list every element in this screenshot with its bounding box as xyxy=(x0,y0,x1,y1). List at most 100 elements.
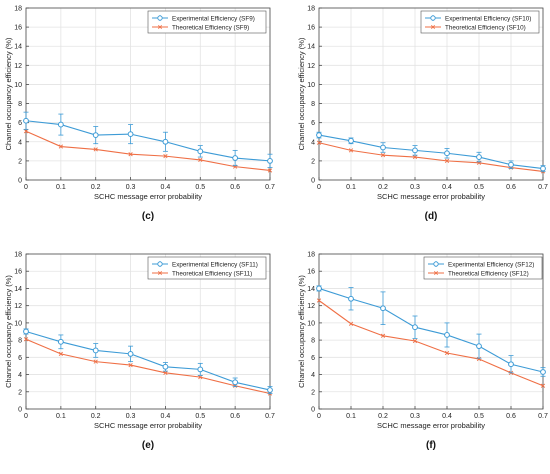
y-tick-label: 2 xyxy=(18,389,22,396)
y-tick-label: 14 xyxy=(307,44,315,51)
legend-label-experimental: Experimental Efficiency (SF9) xyxy=(172,15,255,22)
y-tick-label: 16 xyxy=(14,269,22,276)
y-tick-label: 0 xyxy=(311,407,315,414)
data-point-experimental xyxy=(412,147,418,154)
y-tick-label: 18 xyxy=(307,252,315,259)
series-line-theoretical xyxy=(318,300,544,387)
point-mark xyxy=(348,148,354,153)
data-point-theoretical xyxy=(198,375,203,380)
x-tick-label: 0.2 xyxy=(91,184,101,191)
plot-area xyxy=(319,8,543,180)
y-tick-label: 6 xyxy=(18,355,22,362)
data-point-experimental xyxy=(444,332,450,338)
legend-marker-theoretical xyxy=(434,271,438,275)
y-tick-label: 12 xyxy=(14,63,22,70)
y-tick-label: 0 xyxy=(18,178,22,185)
series-experimental xyxy=(23,111,273,168)
y-tick-label: 12 xyxy=(307,303,315,310)
y-tick-label: 4 xyxy=(18,372,22,379)
y-tick-label: 14 xyxy=(14,286,22,293)
x-tick-label: 0.7 xyxy=(265,184,275,191)
y-axis-label: Channel occupancy efficiency (%) xyxy=(4,275,13,388)
y-tick-label: 10 xyxy=(307,82,315,89)
x-tick-label: 0.3 xyxy=(126,184,136,191)
x-tick-label: 0.5 xyxy=(474,413,484,420)
data-point-theoretical xyxy=(348,148,354,153)
data-point-theoretical xyxy=(380,153,386,158)
x-tick-label: 0 xyxy=(317,413,321,420)
legend-marker-theoretical xyxy=(158,25,162,29)
y-tick-label: 8 xyxy=(311,101,315,108)
legend: Experimental Efficiency (SF9) Theoretical… xyxy=(147,10,267,34)
point-mark xyxy=(412,154,418,160)
chart-panel-1: 0 0.1 0.2 0.3 0.4 0.5 0.6 0.7 0 2 4 6 8 10 12 14 16 18 SCH… xyxy=(297,6,548,223)
data-point-theoretical xyxy=(198,157,203,163)
y-tick-label: 18 xyxy=(14,252,22,259)
axis-frame xyxy=(318,253,544,410)
data-point-experimental xyxy=(316,132,322,138)
data-point-theoretical xyxy=(23,129,29,134)
data-point-theoretical xyxy=(316,298,322,303)
x-tick-label: 0.7 xyxy=(538,413,548,420)
point-mark xyxy=(58,351,63,357)
point-mark xyxy=(93,147,98,152)
legend-label-experimental: Experimental Efficiency (SF11) xyxy=(172,261,258,268)
y-tick-label: 8 xyxy=(18,338,22,345)
data-point-theoretical xyxy=(540,383,546,388)
point-mark xyxy=(198,375,203,380)
y-tick-label: 10 xyxy=(14,320,22,327)
data-point-theoretical xyxy=(128,362,133,368)
data-point-experimental xyxy=(57,121,64,128)
data-point-theoretical xyxy=(23,337,29,342)
data-point-theoretical xyxy=(412,154,418,160)
data-point-theoretical xyxy=(267,168,273,173)
y-tick-label: 6 xyxy=(311,120,315,127)
y-tick-label: 0 xyxy=(18,407,22,414)
point-mark xyxy=(316,140,322,145)
point-mark xyxy=(93,359,98,364)
x-tick-label: 0.7 xyxy=(265,413,275,420)
panel-label: (d) xyxy=(425,211,438,222)
x-axis-label: SCHC message error probability xyxy=(94,192,202,201)
y-tick-label: 14 xyxy=(307,286,315,293)
data-point-experimental xyxy=(23,328,29,335)
data-point-theoretical xyxy=(163,370,168,375)
x-tick-label: 0.4 xyxy=(442,413,452,420)
data-point-theoretical xyxy=(348,321,354,326)
y-tick-label: 4 xyxy=(311,139,315,146)
data-point-theoretical xyxy=(163,153,168,159)
x-axis-label: SCHC message error probability xyxy=(377,421,485,430)
data-point-experimental xyxy=(412,324,418,331)
x-tick-label: 0.6 xyxy=(506,184,516,191)
y-tick-label: 2 xyxy=(311,158,315,165)
point-mark xyxy=(58,144,63,149)
x-tick-label: 0.3 xyxy=(126,413,136,420)
point-mark xyxy=(128,152,133,157)
y-axis-label: Channel occupancy efficiency (%) xyxy=(297,275,306,388)
data-point-theoretical xyxy=(58,351,63,357)
y-tick-label: 10 xyxy=(14,82,22,89)
point-mark xyxy=(348,321,354,326)
point-mark xyxy=(380,153,386,158)
grid xyxy=(318,253,544,410)
panel-label: (e) xyxy=(142,440,154,451)
legend: Experimental Efficiency (SF12) Theoretica… xyxy=(423,256,543,280)
legend-box xyxy=(423,256,543,280)
y-tick-label: 2 xyxy=(18,158,22,165)
legend-label-theoretical: Theoretical Efficiency (SF9) xyxy=(172,24,249,31)
series-line-theoretical xyxy=(318,142,544,172)
data-point-experimental xyxy=(162,363,169,370)
data-point-theoretical xyxy=(93,359,98,364)
data-point-experimental xyxy=(508,161,514,168)
y-tick-label: 10 xyxy=(307,320,315,327)
x-tick-label: 0.1 xyxy=(56,413,66,420)
data-point-experimental xyxy=(197,148,204,155)
y-tick-label: 12 xyxy=(14,303,22,310)
panel-label: (c) xyxy=(142,211,154,222)
series-line-theoretical xyxy=(25,338,271,395)
x-tick-label: 0.5 xyxy=(195,413,205,420)
y-tick-label: 6 xyxy=(311,355,315,362)
data-point-theoretical xyxy=(93,147,98,152)
data-point-experimental xyxy=(57,338,64,345)
y-tick-label: 2 xyxy=(311,389,315,396)
